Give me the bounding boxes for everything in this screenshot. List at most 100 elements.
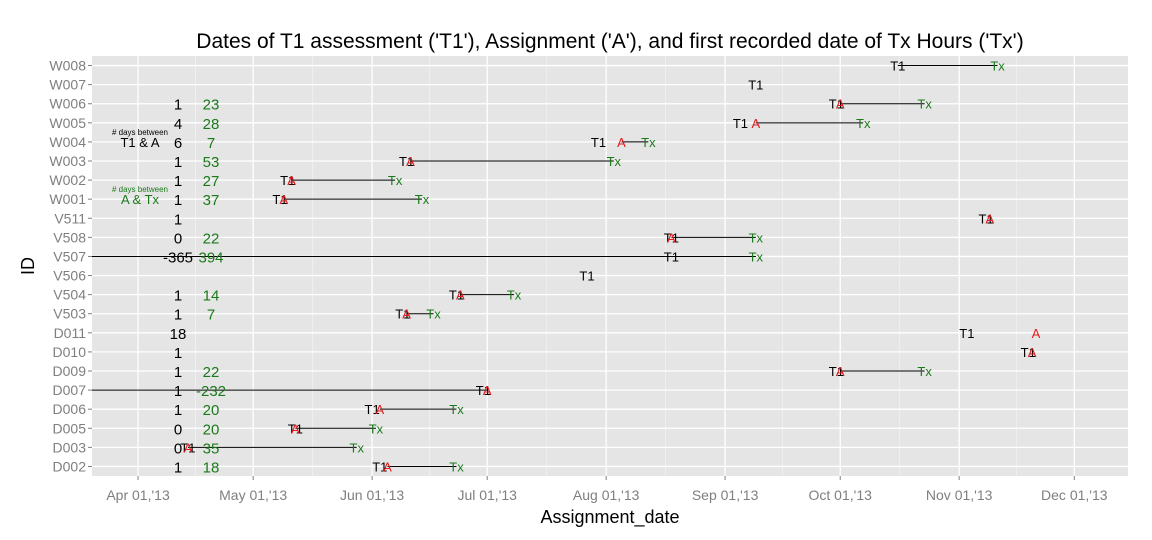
assignment-mark: A [617,135,626,150]
t1-mark: T1 [664,230,679,245]
chart-title: Dates of T1 assessment ('T1'), Assignmen… [196,30,1023,53]
assignment-mark: A [986,211,995,226]
t1-mark: T1 [180,440,195,455]
y-axis-ticks: W008 W007 W006 W005 W004 W003 W002 W001 V511 V508… [49,58,92,474]
days-a-tx-label: 394 [198,249,223,266]
x-tick-label: Apr 01,'13 [106,487,170,503]
days-a-tx-label: 37 [203,192,220,209]
tx-mark: Tx [607,154,622,169]
tx-mark: Tx [749,230,764,245]
y-tick-label: D005 [53,420,87,436]
t1-mark: T1 [890,59,905,74]
assignment-mark: A [291,421,300,436]
t1-mark: T1 [733,116,748,131]
days-a-tx-label: 14 [203,288,220,305]
t1-mark: T1 [579,269,594,284]
assignment-mark: A [1028,345,1037,360]
annotation-note-bottom: T1 & A [120,135,159,150]
days-t1-a-label: 1 [174,288,182,305]
days-t1-a-label: 1 [174,402,182,419]
y-tick-label: W008 [49,58,86,74]
tx-mark: Tx [388,173,403,188]
days-a-tx-label: 22 [203,230,220,247]
t1-mark: T1 [365,402,380,417]
days-a-tx-label: 7 [207,307,215,324]
assignment-mark: A [836,97,845,112]
days-a-tx-label: 20 [203,421,220,438]
day-count-labels: 1 23 4 28 6 7 1 53 1 27 1 37 1 0 22 -365 394 1 14 1 7 18 1 1 22 1… [163,97,226,477]
days-t1-a-label: 1 [174,459,182,476]
tx-mark: Tx [507,288,522,303]
days-t1-a-label: -365 [163,249,193,266]
assignment-mark: A [402,307,411,322]
x-tick-label: Jun 01,'13 [340,487,404,503]
x-tick-label: Sep 01,'13 [692,487,759,503]
y-tick-label: V507 [53,248,86,264]
y-tick-label: D009 [53,363,87,379]
y-tick-label: V511 [54,210,86,226]
assignment-mark: A [287,173,296,188]
assignment-mark: A [280,192,289,207]
assignment-mark: A [751,116,760,131]
y-tick-label: V504 [53,287,86,303]
t1-mark: T1 [748,78,763,93]
assignment-mark: A [184,440,193,455]
x-axis-title: Assignment_date [540,507,679,528]
days-t1-a-label: 4 [174,116,182,133]
y-axis-title: ID [18,257,38,275]
days-a-tx-label: 7 [207,135,215,152]
days-t1-a-label: 0 [174,440,182,457]
y-tick-label: W005 [49,115,86,131]
t1-mark: T1 [372,459,387,474]
tx-mark: Tx [415,192,430,207]
t1-mark: T1 [272,192,287,207]
days-a-tx-label: 35 [203,440,220,457]
annotation-note-bottom: A & Tx [121,192,160,207]
days-t1-a-label: 1 [174,307,182,324]
t1-mark: T1 [978,211,993,226]
days-a-tx-label: 27 [203,173,220,190]
annotation-note-top: # days between [112,128,168,137]
t1-mark: T1 [280,173,295,188]
x-tick-label: Oct 01,'13 [809,487,873,503]
y-tick-label: W006 [49,96,86,112]
days-t1-a-label: 1 [174,364,182,381]
days-t1-a-label: 1 [174,383,182,400]
days-t1-a-label: 1 [174,192,182,209]
days-t1-a-label: 18 [170,326,187,343]
assignment-mark: A [836,364,845,379]
tx-mark: Tx [369,421,384,436]
days-t1-a-label: 0 [174,230,182,247]
x-tick-label: Nov 01,'13 [926,487,993,503]
t1-mark: T1 [664,249,679,264]
t1-mark: T1 [449,288,464,303]
t1-mark: T1 [395,307,410,322]
tx-mark: Tx [426,307,441,322]
days-t1-a-label: 6 [174,135,182,152]
y-tick-label: D002 [53,458,87,474]
days-t1-a-label: 0 [174,421,182,438]
days-t1-a-label: 1 [174,173,182,190]
y-tick-label: W002 [49,172,86,188]
tx-mark: Tx [641,135,656,150]
days-t1-a-label: 1 [174,154,182,171]
days-a-tx-label: 23 [203,97,220,114]
tx-mark: Tx [449,459,464,474]
plot-panel [92,56,1128,476]
t1-mark: T1 [288,421,303,436]
x-tick-label: Aug 01,'13 [573,487,640,503]
t1-mark: T1 [476,383,491,398]
y-tick-label: W007 [49,77,86,93]
tx-mark: Tx [917,97,932,112]
grid-lines [92,56,1128,476]
assignment-mark: A [406,154,415,169]
plot-background [92,56,1128,476]
days-t1-a-label: 1 [174,345,182,362]
y-tick-label: W004 [49,134,86,150]
x-tick-label: Dec 01,'13 [1041,487,1108,503]
days-t1-a-label: 1 [174,97,182,114]
days-a-tx-label: -232 [196,383,226,400]
